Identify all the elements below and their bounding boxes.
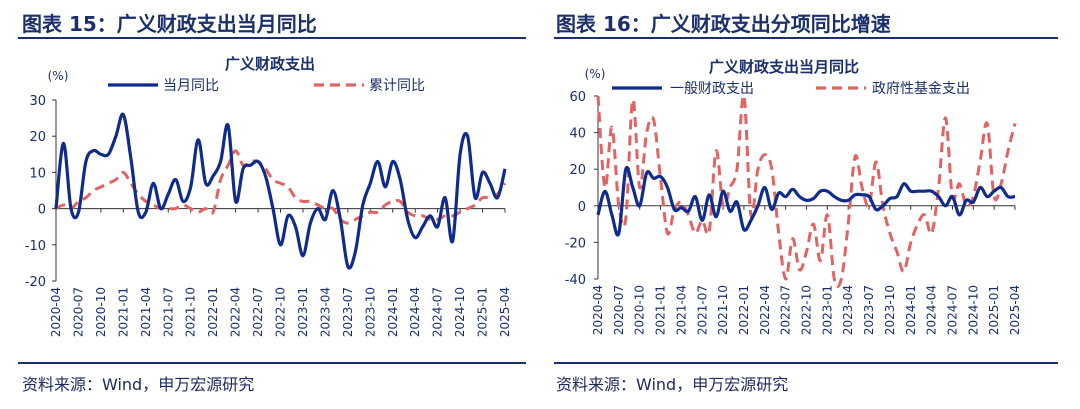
y-tick-label: -20 bbox=[565, 236, 586, 251]
x-tick-label: 2025-04 bbox=[1008, 285, 1022, 335]
x-tick-label: 2020-04 bbox=[49, 287, 63, 337]
y-tick-label: 20 bbox=[569, 163, 586, 178]
x-tick-label: 2024-01 bbox=[904, 285, 918, 335]
y-tick-label: -20 bbox=[25, 275, 46, 290]
x-tick-label: 2021-01 bbox=[116, 287, 130, 337]
y-tick-label: 20 bbox=[29, 130, 46, 145]
x-tick-label: 2023-10 bbox=[883, 285, 897, 335]
x-tick-label: 2021-10 bbox=[184, 287, 198, 337]
footer-rule bbox=[18, 362, 526, 364]
x-tick-label: 2023-01 bbox=[820, 285, 834, 335]
x-tick-label: 2022-04 bbox=[229, 287, 243, 337]
unit-label: (%) bbox=[585, 67, 606, 81]
series-line-2 bbox=[596, 94, 1017, 288]
x-tick-label: 2024-10 bbox=[453, 287, 467, 337]
x-tick-label: 2020-04 bbox=[591, 285, 605, 335]
x-tick-label: 2023-04 bbox=[318, 287, 332, 337]
y-tick-label: 60 bbox=[569, 90, 586, 105]
y-tick-label: 30 bbox=[29, 94, 46, 109]
chart-title: 广义财政支出当月同比 bbox=[709, 58, 859, 76]
x-tick-label: 2021-07 bbox=[161, 287, 175, 337]
title-rule bbox=[554, 37, 1058, 39]
y-tick-label: 0 bbox=[38, 203, 46, 218]
footer-rule bbox=[554, 362, 1058, 364]
y-tick-label: 0 bbox=[578, 200, 586, 215]
legend-label: 当月同比 bbox=[163, 78, 219, 94]
x-tick-label: 2022-07 bbox=[779, 285, 793, 335]
legend-label: 政府性基金支出 bbox=[872, 80, 970, 97]
x-tick-label: 2022-10 bbox=[274, 287, 288, 337]
x-tick-label: 2021-01 bbox=[654, 285, 668, 335]
x-tick-label: 2021-04 bbox=[674, 285, 688, 335]
x-tick-label: 2023-04 bbox=[841, 285, 855, 335]
figure-16: 图表 16：广义财政支出分项同比增速 广义财政支出当月同比 (%) -40 -20 0 2… bbox=[550, 0, 1080, 409]
x-tick-label: 2022-04 bbox=[758, 285, 772, 335]
x-tick-label: 2024-10 bbox=[966, 285, 980, 335]
x-tick-label: 2024-07 bbox=[431, 287, 445, 337]
x-tick-label: 2025-01 bbox=[987, 285, 1001, 335]
y-tick-label: 40 bbox=[569, 127, 586, 142]
x-tick-label: 2025-01 bbox=[476, 287, 490, 337]
series-line-2 bbox=[55, 149, 507, 225]
x-tick-label: 2022-07 bbox=[251, 287, 265, 337]
y-tick-label: -10 bbox=[25, 239, 46, 254]
x-tick-label: 2021-10 bbox=[716, 285, 730, 335]
chart-svg: 广义财政支出 (%) -20 -10 0 10 20 30 2020-04 2020-07 2020… bbox=[25, 55, 512, 337]
x-tick-label: 2020-10 bbox=[94, 287, 108, 337]
x-tick-label: 2022-10 bbox=[800, 285, 814, 335]
x-tick-label: 2020-07 bbox=[612, 285, 626, 335]
x-tick-label: 2024-07 bbox=[945, 285, 959, 335]
figure-title: 图表 15：广义财政支出当月同比 bbox=[22, 12, 317, 36]
y-tick-label: 10 bbox=[29, 166, 46, 181]
chart-title: 广义财政支出 bbox=[225, 55, 315, 73]
x-tick-label: 2020-07 bbox=[71, 287, 85, 337]
figure-title: 图表 16：广义财政支出分项同比增速 bbox=[556, 12, 891, 36]
x-tick-label: 2020-10 bbox=[633, 285, 647, 335]
x-tick-label: 2021-04 bbox=[139, 287, 153, 337]
x-tick-label: 2023-07 bbox=[862, 285, 876, 335]
x-tick-label: 2023-10 bbox=[363, 287, 377, 337]
x-tick-label: 2024-04 bbox=[925, 285, 939, 335]
x-tick-label: 2023-07 bbox=[341, 287, 355, 337]
x-tick-label: 2023-01 bbox=[296, 287, 310, 337]
x-tick-label: 2025-04 bbox=[498, 287, 512, 337]
unit-label: (%) bbox=[48, 69, 69, 83]
y-tick-label: -40 bbox=[565, 273, 586, 288]
legend-label: 累计同比 bbox=[369, 78, 425, 94]
series-line-1 bbox=[596, 165, 1016, 237]
title-rule bbox=[18, 37, 526, 39]
legend-label: 一般财政支出 bbox=[670, 81, 754, 97]
x-tick-label: 2024-01 bbox=[386, 287, 400, 337]
figure-15: 图表 15：广义财政支出当月同比 广义财政支出 (%) -20 -10 0 10 20 30 2… bbox=[18, 12, 526, 394]
series-line-1 bbox=[54, 112, 507, 270]
source-note: 资料来源：Wind，申万宏源研究 bbox=[22, 375, 255, 394]
chart-svg: 广义财政支出当月同比 (%) -40 -20 0 20 40 60 2020-04 2020-07… bbox=[565, 58, 1022, 335]
x-tick-label: 2024-04 bbox=[408, 287, 422, 337]
x-tick-label: 2022-01 bbox=[737, 285, 751, 335]
x-tick-label: 2022-01 bbox=[206, 287, 220, 337]
x-tick-label: 2021-07 bbox=[695, 285, 709, 335]
source-note: 资料来源：Wind，申万宏源研究 bbox=[556, 375, 789, 394]
